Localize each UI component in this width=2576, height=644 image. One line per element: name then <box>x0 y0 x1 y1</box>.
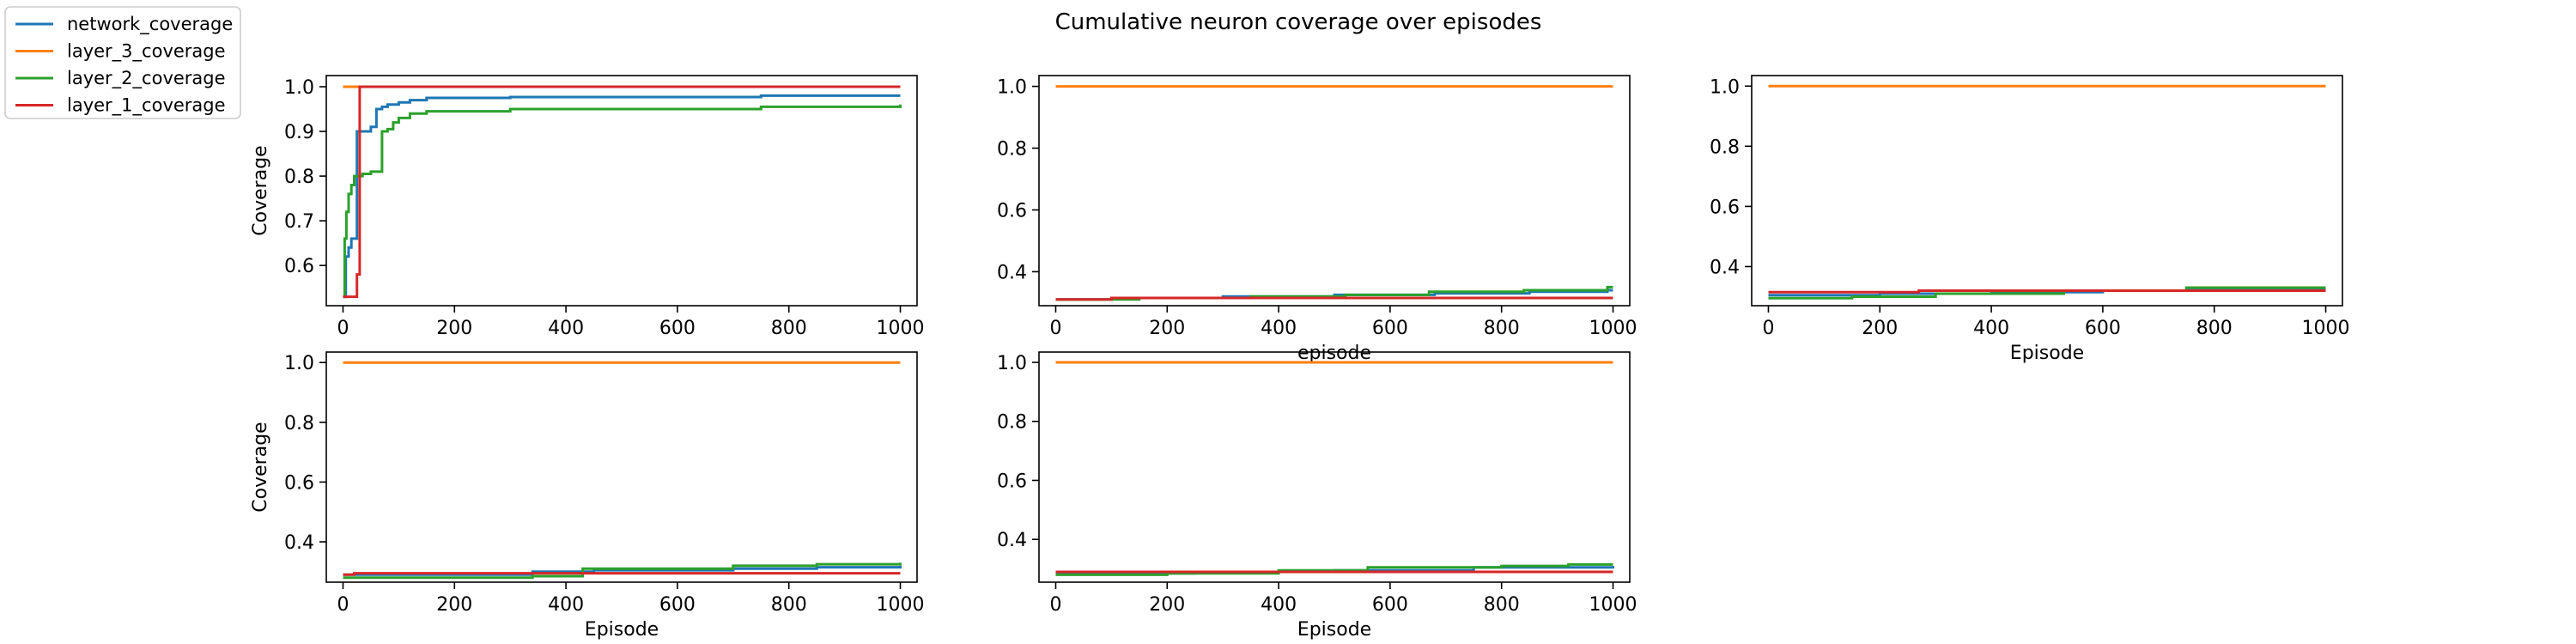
legend-label: network_coverage <box>67 14 233 35</box>
y-tick-label: 0.6 <box>997 200 1027 222</box>
legend-entry-layer-3-coverage: layer_3_coverage <box>15 41 226 63</box>
x-axis-label: Episode <box>2010 343 2084 364</box>
x-tick-label: 0 <box>1049 318 1061 339</box>
x-tick-label: 200 <box>1149 594 1185 616</box>
y-tick-label: 0.8 <box>284 167 314 188</box>
x-tick-label: 800 <box>771 594 807 616</box>
y-tick-label: 1.0 <box>997 77 1027 99</box>
x-tick-label: 800 <box>2196 318 2233 339</box>
x-tick-label: 200 <box>436 318 472 339</box>
y-tick-label: 0.8 <box>1710 137 1740 158</box>
subplot-1: 0 200 400 600 800 1000 0.6 0.7 0.8 0.9 1.0 Coverage <box>250 75 925 339</box>
subplots: 0 200 400 600 800 1000 0.6 0.7 0.8 0.9 1.0 Coverage… <box>250 75 2350 641</box>
y-tick-label: 0.4 <box>997 262 1027 283</box>
y-tick-label: 0.8 <box>997 412 1027 434</box>
x-tick-label: 0 <box>1762 318 1774 339</box>
series-line-layer-1-coverage <box>343 572 901 576</box>
x-axis-label: Episode <box>1297 619 1371 641</box>
x-tick-label: 0 <box>337 318 349 339</box>
y-axis-label: Coverage <box>250 145 271 235</box>
x-tick-label: 1000 <box>1589 594 1637 616</box>
subplot-2: 0 200 400 600 800 1000 0.4 0.6 0.8 1.0 episode <box>997 75 1637 364</box>
series-line-layer-1-coverage <box>1055 296 1613 301</box>
series-line-layer-2-coverage <box>343 562 902 580</box>
series-line-network-coverage <box>343 94 901 299</box>
y-tick-label: 0.8 <box>284 413 314 434</box>
legend-entry-layer-2-coverage: layer_2_coverage <box>15 68 226 89</box>
y-tick-label: 1.0 <box>284 353 314 374</box>
series-line-layer-2-coverage <box>343 104 902 299</box>
x-tick-label: 600 <box>1372 318 1408 339</box>
y-tick-label: 0.9 <box>284 122 314 143</box>
y-tick-label: 0.7 <box>284 211 314 233</box>
x-tick-label: 600 <box>1372 594 1408 616</box>
x-tick-label: 800 <box>771 318 807 339</box>
x-tick-label: 1000 <box>877 594 925 616</box>
legend-label: layer_1_coverage <box>67 95 226 117</box>
plot-frame <box>1038 351 1631 583</box>
x-tick-label: 1000 <box>877 318 925 339</box>
y-axis-label: Coverage <box>250 422 271 512</box>
series-line-layer-2-coverage <box>1768 286 2326 300</box>
x-tick-label: 400 <box>548 318 584 339</box>
x-tick-label: 0 <box>1049 594 1061 616</box>
y-tick-label: 0.8 <box>997 139 1027 161</box>
x-tick-label: 600 <box>659 318 696 339</box>
y-tick-label: 0.4 <box>1710 257 1740 278</box>
x-axis-label: Episode <box>585 619 659 641</box>
x-tick-label: 200 <box>436 594 472 616</box>
x-tick-label: 0 <box>337 594 349 616</box>
y-tick-label: 1.0 <box>997 353 1027 374</box>
plot-frame <box>1751 75 2343 307</box>
legend-entry-layer-1-coverage: layer_1_coverage <box>15 95 226 117</box>
y-tick-label: 0.6 <box>997 471 1027 492</box>
legend-label: layer_3_coverage <box>67 41 226 63</box>
y-tick-label: 0.6 <box>1710 197 1740 218</box>
x-tick-label: 400 <box>1261 318 1297 339</box>
series-line-layer-1-coverage <box>1768 289 2326 294</box>
x-tick-label: 200 <box>1862 318 1898 339</box>
series-line-network-coverage <box>343 565 902 576</box>
y-tick-label: 0.6 <box>284 472 314 494</box>
legend-box <box>4 6 241 119</box>
subplot-4: 0 200 400 600 800 1000 0.4 0.6 0.8 1.0 Episode Cove… <box>250 351 925 641</box>
x-tick-label: 400 <box>1973 318 2009 339</box>
y-tick-label: 1.0 <box>1710 76 1740 98</box>
x-tick-label: 400 <box>548 594 584 616</box>
x-tick-label: 1000 <box>1589 318 1637 339</box>
legend: network_coverage layer_3_coverage layer_2_… <box>4 6 241 119</box>
y-tick-label: 0.4 <box>284 532 314 554</box>
x-tick-label: 400 <box>1261 594 1297 616</box>
series-line-layer-1-coverage <box>343 85 901 299</box>
series-line-layer-2-coverage <box>1055 562 1613 576</box>
legend-entry-network-coverage: network_coverage <box>15 14 233 35</box>
x-tick-label: 800 <box>1484 594 1520 616</box>
plot-frame <box>325 75 918 307</box>
subplot-3: 0 200 400 600 800 1000 0.4 0.6 0.8 1.0 Episode <box>1710 75 2350 364</box>
x-tick-label: 200 <box>1149 318 1185 339</box>
plot-frame <box>325 351 918 583</box>
x-tick-label: 600 <box>2085 318 2121 339</box>
x-axis-label: episode <box>1297 343 1371 364</box>
legend-label: layer_2_coverage <box>67 68 226 89</box>
y-tick-label: 0.4 <box>997 530 1027 551</box>
x-tick-label: 1000 <box>2302 318 2350 339</box>
subplot-5: 0 200 400 600 800 1000 0.4 0.6 0.8 1.0 Episode <box>997 351 1637 641</box>
figure-title: Cumulative neuron coverage over episodes <box>1055 9 1542 35</box>
x-tick-label: 600 <box>659 594 696 616</box>
plot-frame <box>1038 75 1631 307</box>
y-tick-label: 1.0 <box>284 77 314 99</box>
x-tick-label: 800 <box>1484 318 1520 339</box>
y-tick-label: 0.6 <box>284 256 314 277</box>
